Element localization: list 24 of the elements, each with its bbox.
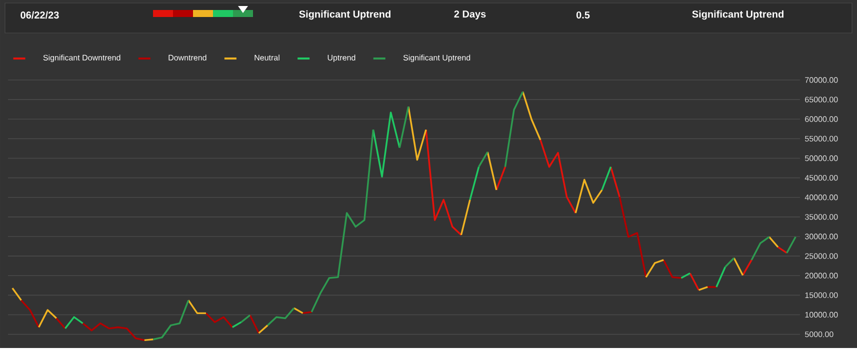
y-tick-label: 55000.00 bbox=[805, 136, 838, 142]
legend-label: Downtrend bbox=[168, 54, 206, 60]
legend-label: Uptrend bbox=[328, 54, 356, 62]
y-tick-label: 50000.00 bbox=[805, 155, 838, 162]
y-tick-label: 70000.00 bbox=[805, 77, 838, 83]
legend-label: Neutral bbox=[254, 54, 280, 60]
y-tick-label: 65000.00 bbox=[805, 96, 838, 102]
legend-label: Significant Downtrend bbox=[43, 54, 120, 62]
y-tick-label: 40000.00 bbox=[804, 194, 838, 200]
y-tick-label: 35000.00 bbox=[805, 214, 838, 220]
text: Significant Uptrend bbox=[299, 10, 390, 20]
text: Significant Uptrend bbox=[692, 10, 784, 20]
y-tick-label: 20000.00 bbox=[805, 272, 838, 278]
text: 2 Days bbox=[454, 10, 486, 20]
text: 06/22/23 bbox=[20, 11, 59, 19]
y-tick-label: 25000.00 bbox=[805, 253, 838, 259]
y-tick-label: 60000.00 bbox=[805, 116, 838, 122]
y-tick-label: 10000.00 bbox=[805, 312, 838, 318]
y-tick-label: 5000.00 bbox=[805, 331, 834, 338]
legend-label: Significant Uptrend bbox=[403, 54, 470, 62]
text: 0.5 bbox=[576, 11, 590, 18]
y-tick-label: 45000.00 bbox=[804, 174, 838, 181]
y-tick-label: 30000.00 bbox=[805, 234, 838, 240]
y-tick-label: 15000.00 bbox=[805, 292, 838, 298]
